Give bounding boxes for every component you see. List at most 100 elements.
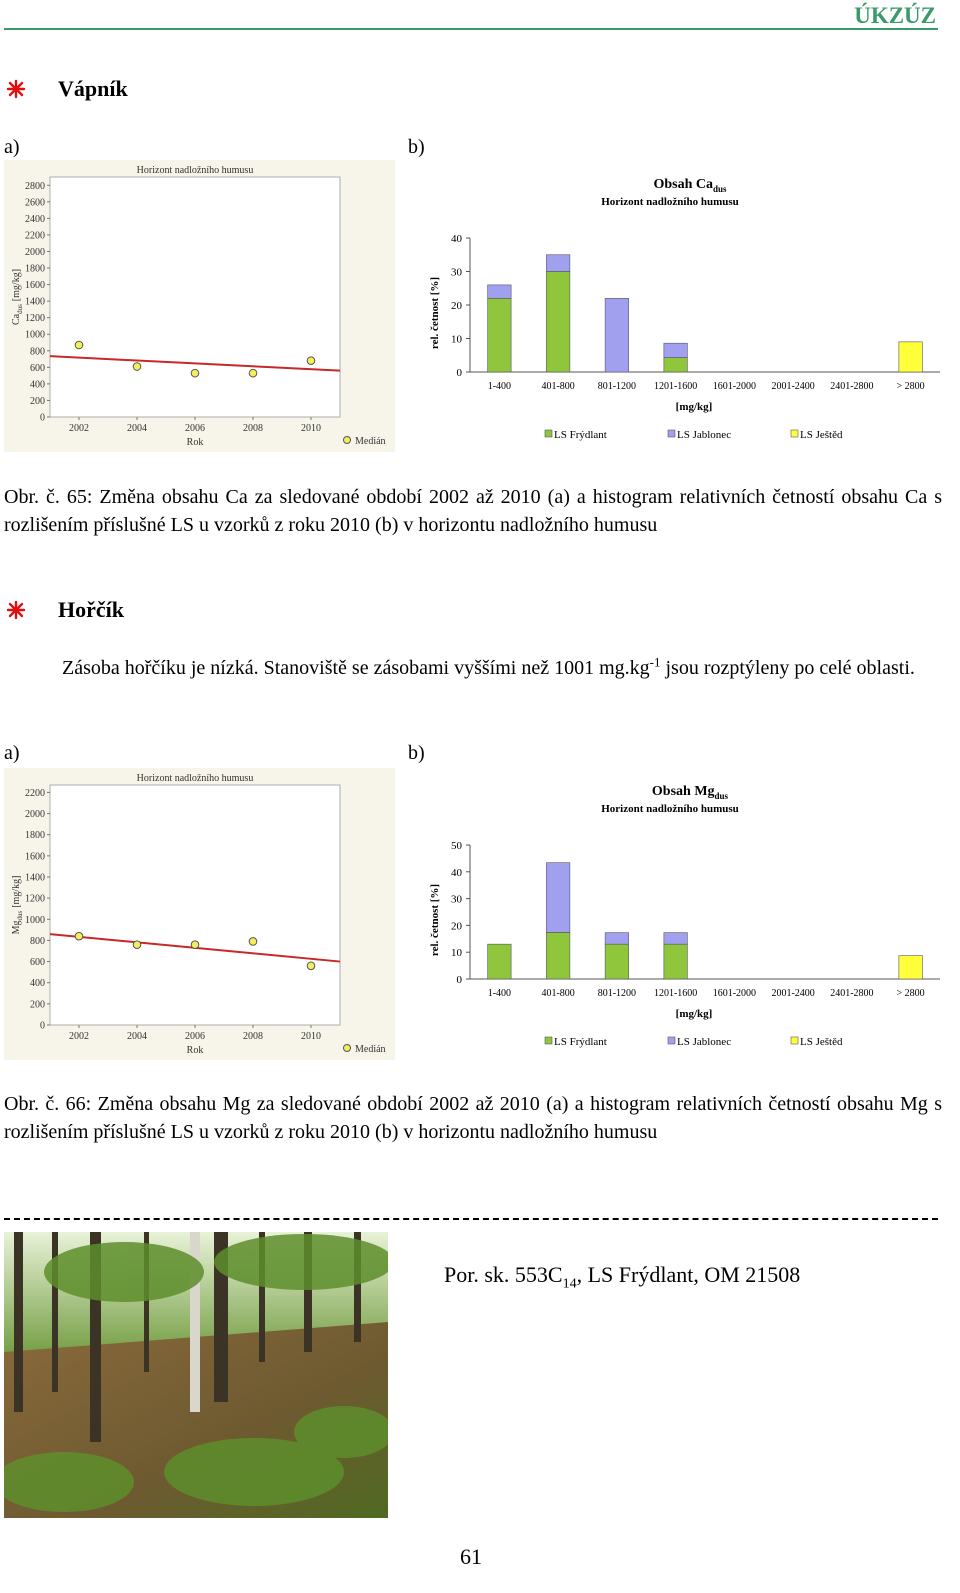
x-tick-label: 801-1200 (598, 988, 636, 999)
x-tick-label: 1-400 (488, 988, 511, 999)
y-axis-label: Mgdus [mg/kg] (11, 876, 24, 935)
x-tick-label: 1201-1600 (654, 381, 697, 392)
figure-caption: Obr. č. 66: Změna obsahu Mg za sledované… (4, 1093, 942, 1143)
section-heading: Vápník (58, 76, 128, 101)
chart: Horizont nadložního humusu 0 200 400 600 800 1… (4, 160, 395, 452)
y-tick-label: 1400 (25, 297, 45, 308)
y-tick-label: 1200 (25, 313, 45, 324)
title-sub: dus (713, 184, 727, 194)
chart-title: Obsah Mgdus (652, 784, 729, 801)
x-tick-label: 2401-2800 (830, 988, 873, 999)
y-axis-label: rel. četnost [%] (429, 884, 441, 956)
y-tick-label: 2000 (25, 809, 45, 820)
chart-title: Horizont nadložního humusu (137, 773, 254, 784)
y-tick-label: 40 (451, 233, 463, 245)
legend-label: LS Frýdlant (554, 1036, 607, 1048)
x-tick-label: 401-800 (541, 381, 574, 392)
paragraph: Zásoba hořčíku je nízká. Stanoviště se z… (4, 654, 942, 682)
bullet-star (6, 79, 26, 99)
y-label-unit: [mg/kg] (11, 269, 22, 301)
y-tick-label: 1000 (25, 915, 45, 926)
bar-segment (487, 943, 512, 980)
title-main: Obsah Ca (653, 177, 713, 192)
data-point (74, 340, 84, 350)
bar-segment (546, 271, 571, 373)
x-axis-label: Rok (187, 437, 204, 448)
x-tick-label: 2004 (127, 423, 147, 434)
header-org: ÚKZÚZ (854, 3, 936, 28)
y-label-unit: [mg/kg] (11, 876, 22, 908)
page-number: 61 (460, 1544, 482, 1569)
y-tick-label: 2000 (25, 247, 45, 258)
data-point (190, 368, 200, 378)
legend-label: LS Frýdlant (554, 429, 607, 441)
y-axis-label: Cadus [mg/kg] (11, 269, 24, 325)
legend-swatch (544, 429, 553, 438)
y-tick-label: 20 (451, 920, 463, 932)
x-tick-label: > 2800 (897, 381, 925, 392)
title-main: Obsah Mg (652, 784, 715, 799)
x-tick-label: 2002 (69, 1031, 89, 1042)
legend-marker (343, 1044, 351, 1052)
x-tick-label: 2002 (69, 423, 89, 434)
chart: Obsah Mgdus Horizont nadložního humusu 0 10… (429, 784, 940, 1048)
x-tick-label: 1-400 (488, 381, 511, 392)
x-tick-label: 2008 (243, 1031, 263, 1042)
y-tick-label: 1600 (25, 851, 45, 862)
y-label-main: Ca (11, 313, 22, 325)
data-point (74, 931, 84, 941)
y-tick-label: 1200 (25, 894, 45, 905)
figure-caption: Obr. č. 65: Změna obsahu Ca za sledované… (4, 486, 942, 536)
x-axis-label: [mg/kg] (676, 401, 713, 413)
panel-label: b) (408, 136, 425, 158)
y-tick-label: 30 (451, 894, 463, 906)
superscript: -1 (649, 654, 661, 670)
y-tick-label: 10 (451, 947, 463, 959)
bar-segment (604, 943, 629, 980)
x-tick-label: 2004 (127, 1031, 147, 1042)
y-tick-label: 600 (30, 363, 45, 374)
legend-label: LS Ještěd (800, 1036, 843, 1048)
x-tick-label: 2010 (301, 1031, 321, 1042)
x-axis-label: Rok (187, 1045, 204, 1056)
trend-line (49, 355, 341, 372)
legend-swatch (790, 429, 799, 438)
y-tick-label: 1600 (25, 280, 45, 291)
y-tick-label: 800 (30, 346, 45, 357)
data-point (248, 937, 258, 946)
chart-title: Horizont nadložního humusu (137, 165, 254, 176)
y-tick-label: 0 (457, 974, 463, 986)
x-tick-label: 2008 (243, 423, 263, 434)
x-tick-label: 1201-1600 (654, 988, 697, 999)
bar-segment (487, 298, 512, 373)
bar-segment (663, 943, 688, 980)
paragraph-text: Zásoba hořčíku je nízká. Stanoviště se z… (62, 657, 650, 679)
bar-segment (663, 357, 688, 373)
bar-segment (546, 932, 571, 980)
data-point (190, 940, 200, 949)
chart-subtitle: Horizont nadložního humusu (601, 803, 739, 815)
y-tick-label: 400 (30, 978, 45, 989)
panel-label: a) (4, 136, 20, 158)
bar-segment (604, 298, 629, 373)
photo-caption-text: , LS Frýdlant, OM 21508 (576, 1262, 801, 1287)
bar-segment (546, 254, 571, 272)
x-tick-label: 1601-2000 (713, 381, 756, 392)
legend-label: Medián (355, 436, 386, 447)
y-tick-label: 2400 (25, 214, 45, 225)
bullet-star (6, 600, 26, 620)
x-tick-label: 2401-2800 (830, 381, 873, 392)
y-tick-label: 1000 (25, 330, 45, 341)
y-tick-label: 2200 (25, 788, 45, 799)
bar-segment (663, 932, 688, 945)
x-tick-label: > 2800 (897, 988, 925, 999)
legend-label: LS Jablonec (677, 1036, 731, 1048)
legend-marker (343, 436, 351, 444)
bar-segment (487, 284, 512, 299)
section-heading: Hořčík (58, 597, 124, 622)
chart-subtitle: Horizont nadložního humusu (601, 196, 739, 208)
chart: Horizont nadložního humusu 0 200 400 600 800 1… (4, 768, 395, 1060)
chart-title: Obsah Cadus (653, 177, 727, 194)
bar-segment (546, 862, 571, 933)
x-tick-label: 2006 (185, 1031, 205, 1042)
